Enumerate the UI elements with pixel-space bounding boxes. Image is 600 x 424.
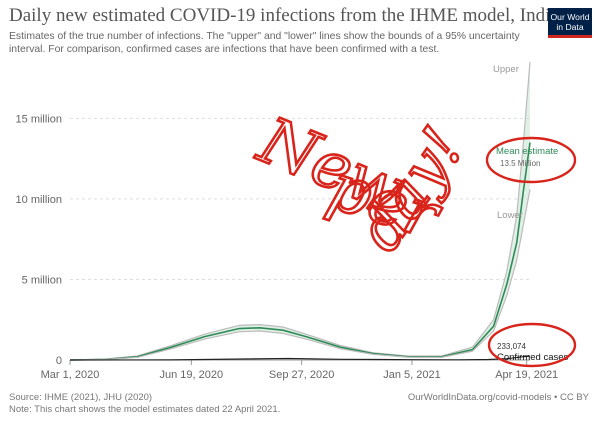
lower-label: Lower [497, 210, 523, 221]
note-text: Note: This chart shows the model estimat… [9, 404, 281, 415]
uncertainty-band [70, 62, 530, 360]
logo-line-2: in Data [556, 22, 584, 32]
series-line-mean-estimate [69, 142, 531, 361]
chart-title: Daily new estimated COVID-19 infections … [9, 5, 559, 26]
chart-subtitle: Estimates of the true number of infectio… [9, 31, 520, 55]
annotation-circle-mean [485, 136, 577, 184]
confirmed-value: 233,074 [497, 342, 526, 351]
source-text: Source: IHME (2021), JHU (2020) [9, 392, 153, 403]
series-line-lower [69, 189, 531, 361]
mean-estimate-value: 13.5 Million [500, 159, 540, 168]
owid-logo[interactable]: Our World in Data [548, 8, 592, 38]
y-tick-label: 5 million [22, 274, 62, 286]
y-tick-label: 0 [56, 355, 62, 367]
chart-footer-left: Source: IHME (2021), JHU (2020) Note: Th… [9, 392, 280, 416]
x-tick-label: Jun 19, 2020 [160, 369, 224, 381]
y-tick-label: 10 million [16, 194, 62, 206]
mean-estimate-label: Mean estimate [496, 146, 558, 157]
logo-line-1: Our World [550, 12, 590, 22]
x-tick-label: Apr 19, 2021 [495, 369, 558, 381]
confirmed-cases-label: Confirmed cases [497, 352, 569, 363]
series-line-confirmed-cases [69, 355, 531, 361]
x-tick-label: Sep 27, 2020 [269, 369, 334, 381]
annotation-circle-confirmed [487, 322, 577, 368]
source-link[interactable]: OurWorldInData.org/covid-models • CC BY [407, 392, 589, 403]
x-tick-label: Mar 1, 2020 [41, 369, 100, 381]
x-tick-label: Jan 5, 2021 [383, 369, 441, 381]
series-line-upper [69, 61, 531, 361]
y-tick-label: 15 million [16, 113, 62, 125]
upper-label: Upper [493, 64, 519, 75]
